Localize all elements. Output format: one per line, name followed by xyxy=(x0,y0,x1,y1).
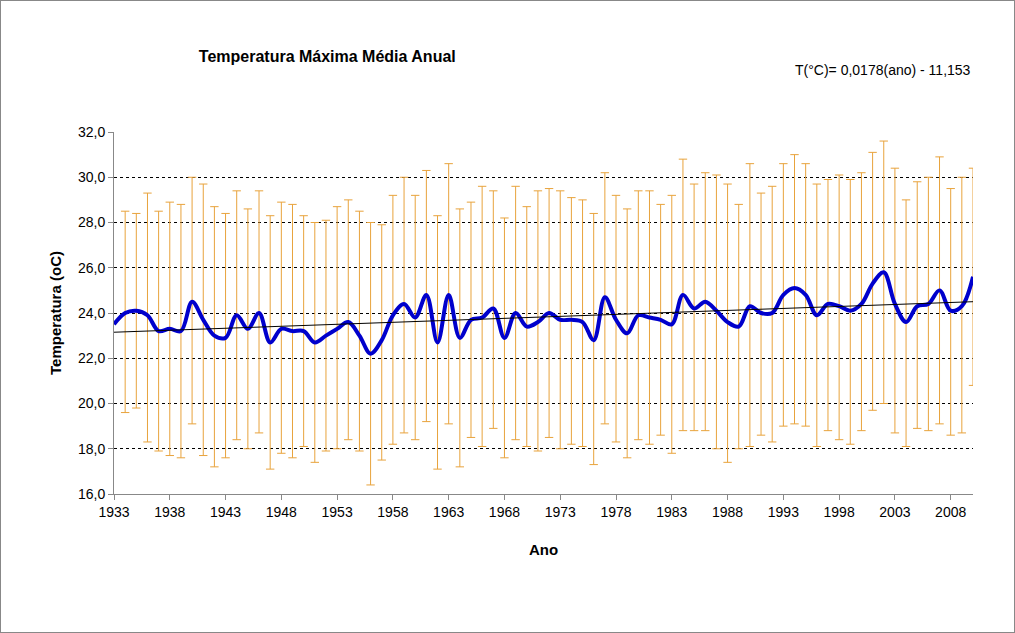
svg-text:2003: 2003 xyxy=(879,504,910,520)
svg-text:16,0: 16,0 xyxy=(78,486,105,502)
svg-text:1998: 1998 xyxy=(824,504,855,520)
svg-text:22,0: 22,0 xyxy=(78,350,105,366)
svg-text:1948: 1948 xyxy=(266,504,297,520)
svg-text:1988: 1988 xyxy=(712,504,743,520)
svg-text:26,0: 26,0 xyxy=(78,260,105,276)
svg-text:1958: 1958 xyxy=(377,504,408,520)
svg-text:24,0: 24,0 xyxy=(78,305,105,321)
svg-text:1953: 1953 xyxy=(322,504,353,520)
svg-text:30,0: 30,0 xyxy=(78,169,105,185)
svg-text:20,0: 20,0 xyxy=(78,395,105,411)
svg-text:1973: 1973 xyxy=(545,504,576,520)
svg-text:1943: 1943 xyxy=(210,504,241,520)
svg-text:1983: 1983 xyxy=(656,504,687,520)
svg-text:1978: 1978 xyxy=(600,504,631,520)
svg-text:1933: 1933 xyxy=(98,504,129,520)
svg-text:1963: 1963 xyxy=(433,504,464,520)
svg-text:1993: 1993 xyxy=(768,504,799,520)
svg-text:Temperatura (oC): Temperatura (oC) xyxy=(47,251,64,375)
svg-text:1968: 1968 xyxy=(489,504,520,520)
svg-text:28,0: 28,0 xyxy=(78,214,105,230)
svg-text:Ano: Ano xyxy=(529,541,558,558)
svg-text:1938: 1938 xyxy=(154,504,185,520)
svg-text:Temperatura Máxima Média Anual: Temperatura Máxima Média Anual xyxy=(199,48,456,65)
svg-text:32,0: 32,0 xyxy=(78,124,105,140)
svg-text:T(°C)= 0,0178(ano) - 11,153: T(°C)= 0,0178(ano) - 11,153 xyxy=(795,62,971,78)
svg-text:18,0: 18,0 xyxy=(78,441,105,457)
svg-text:2008: 2008 xyxy=(935,504,966,520)
